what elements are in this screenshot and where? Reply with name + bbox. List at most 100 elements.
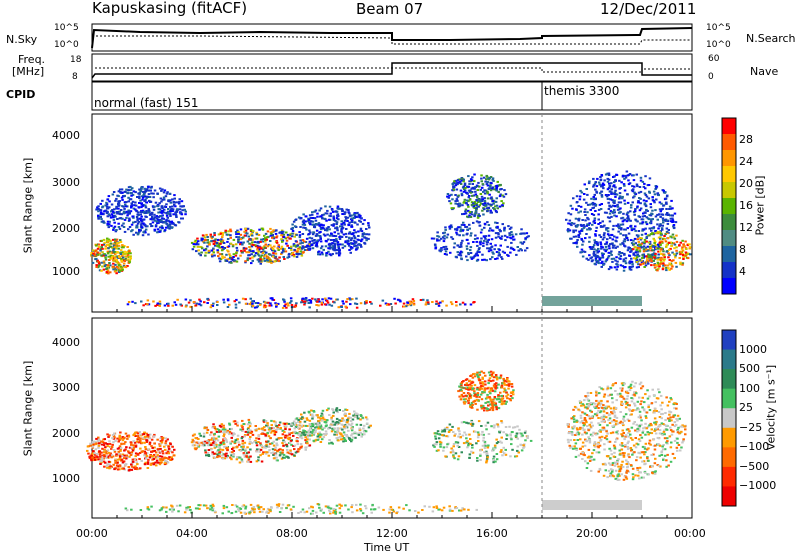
power-echo	[117, 200, 120, 203]
power-echo	[503, 229, 506, 232]
power-colorbar-tick: 8	[739, 243, 746, 256]
power-echo	[658, 208, 662, 211]
power-echo	[603, 224, 606, 227]
power-echo	[650, 229, 653, 232]
power-echo	[606, 180, 610, 183]
velocity-echo	[317, 434, 321, 437]
power-echo	[262, 306, 266, 309]
power-echo	[99, 211, 103, 214]
power-echo	[334, 210, 338, 213]
velocity-echo	[156, 448, 160, 451]
power-echo	[654, 266, 657, 269]
power-echo	[469, 191, 473, 194]
power-echo	[232, 238, 236, 241]
power-echo	[459, 189, 463, 192]
velocity-echo	[125, 446, 128, 449]
power-echo	[288, 247, 291, 249]
velocity-echo	[149, 463, 153, 466]
velocity-echo	[127, 435, 131, 438]
power-echo	[301, 297, 304, 300]
power-echo	[586, 203, 590, 206]
power-echo	[126, 214, 129, 217]
velocity-echo	[157, 461, 160, 464]
power-echo	[610, 257, 614, 260]
power-echo	[667, 241, 671, 244]
power-echo	[487, 234, 491, 237]
velocity-echo	[125, 454, 129, 457]
power-echo	[632, 179, 636, 182]
power-echo	[113, 245, 117, 248]
power-echo	[479, 193, 483, 195]
velocity-echo	[351, 436, 355, 439]
power-echo	[477, 248, 481, 251]
power-echo	[130, 194, 133, 197]
power-echo	[481, 253, 484, 256]
power-echo	[670, 267, 673, 270]
power-echo	[303, 303, 306, 306]
power-echo	[457, 253, 460, 256]
power-echo	[268, 258, 271, 260]
power-echo	[130, 230, 133, 233]
power-echo	[270, 246, 273, 249]
power-echo	[163, 189, 167, 192]
velocity-echo	[159, 461, 162, 464]
velocity-echo	[319, 433, 322, 436]
power-echo	[641, 180, 645, 183]
power-echo	[666, 237, 670, 240]
velocity-echo	[248, 421, 251, 424]
velocity-echo	[349, 439, 352, 441]
power-echo	[660, 256, 663, 259]
power-echo	[618, 179, 621, 182]
power-echo	[626, 239, 630, 242]
power-echo	[196, 237, 199, 240]
power-echo	[105, 239, 109, 242]
power-echo	[355, 303, 359, 305]
velocity-echo	[123, 463, 127, 466]
velocity-echo	[321, 417, 324, 420]
velocity-echo	[196, 444, 199, 447]
power-echo	[465, 238, 469, 241]
velocity-echo	[360, 435, 363, 438]
velocity-echo	[333, 423, 336, 426]
power-echo	[587, 258, 590, 261]
power-echo	[588, 203, 592, 206]
power-echo	[295, 302, 298, 305]
power-echo	[662, 264, 665, 267]
velocity-echo	[255, 444, 259, 447]
nave-tick-high: 60	[708, 54, 720, 64]
power-echo	[455, 256, 458, 259]
power-echo	[589, 257, 592, 260]
power-echo	[142, 218, 145, 221]
power-echo	[142, 194, 145, 197]
power-echo	[157, 215, 161, 218]
power-echo	[623, 184, 626, 187]
power-echo	[647, 262, 650, 265]
power-echo	[594, 210, 597, 212]
power-echo	[249, 238, 252, 241]
velocity-echo	[209, 448, 213, 451]
velocity-echo	[209, 433, 212, 436]
power-echo	[472, 205, 475, 207]
power-echo	[638, 250, 642, 253]
power-echo	[617, 223, 620, 226]
velocity-echo	[211, 451, 214, 454]
velocity-echo	[250, 430, 254, 433]
power-echo	[585, 257, 588, 260]
power-echo	[354, 302, 357, 305]
velocity-echo	[222, 453, 225, 456]
power-echo	[313, 239, 316, 241]
velocity-echo	[151, 450, 154, 453]
power-echo	[163, 205, 166, 208]
velocity-echo	[325, 432, 328, 435]
power-echo	[647, 218, 651, 221]
power-echo	[493, 188, 496, 191]
power-echo	[314, 241, 317, 244]
velocity-echo	[244, 430, 248, 433]
power-echo	[120, 196, 124, 199]
power-echo	[243, 249, 246, 252]
velocity-echo	[324, 430, 328, 433]
power-echo	[656, 223, 659, 226]
power-echo	[494, 236, 498, 239]
power-echo	[167, 302, 170, 305]
power-echo	[337, 207, 341, 210]
